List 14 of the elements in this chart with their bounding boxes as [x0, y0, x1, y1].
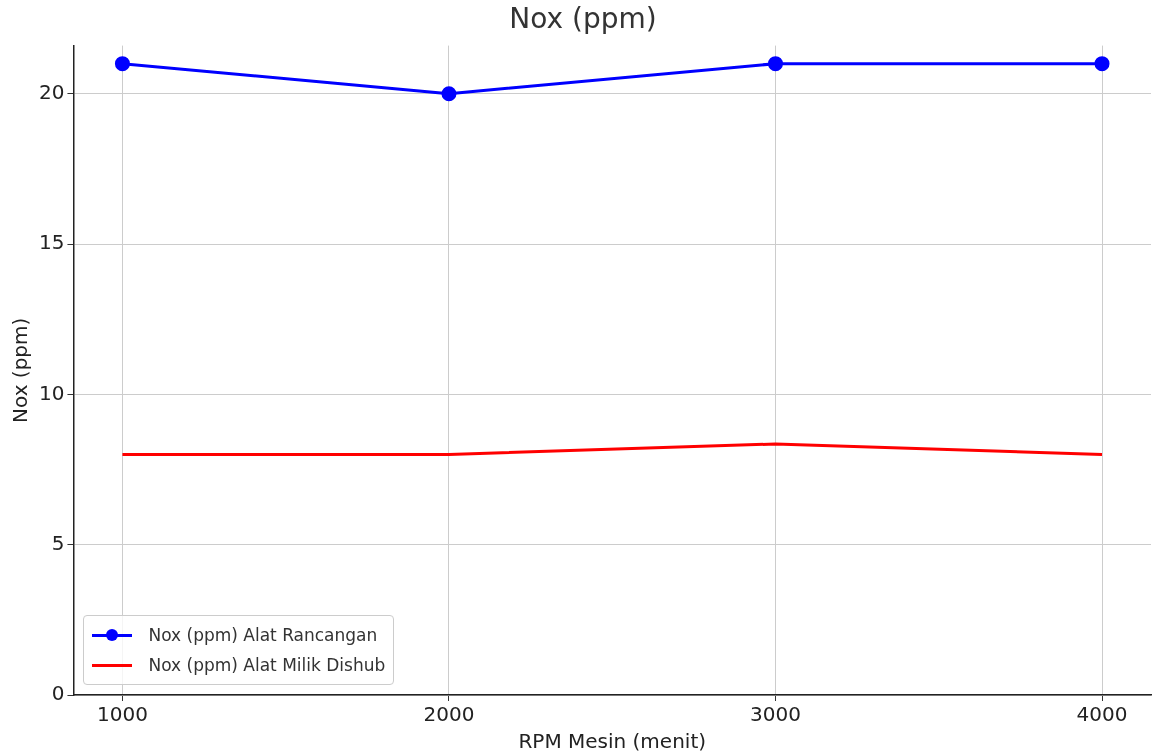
x-axis-title: RPM Mesin (menit)	[518, 729, 707, 754]
y-tick-label: 10	[39, 380, 65, 405]
x-tick-label: 1000	[96, 702, 148, 727]
chart-title: Nox (ppm)	[509, 2, 657, 36]
x-tick-label: 3000	[750, 702, 801, 727]
y-tick-label: 20	[39, 79, 65, 104]
legend-label: Nox (ppm) Alat Rancangan	[148, 625, 378, 645]
x-tick-label: 4000	[1076, 702, 1128, 727]
legend-label: Nox (ppm) Alat Milik Dishub	[148, 655, 386, 675]
y-tick-label: 15	[39, 230, 65, 255]
y-tick-label: 0	[51, 681, 65, 706]
y-tick-label: 5	[51, 530, 65, 555]
y-axis-title: Nox (ppm)	[8, 317, 33, 423]
x-tick-label: 2000	[423, 702, 475, 727]
